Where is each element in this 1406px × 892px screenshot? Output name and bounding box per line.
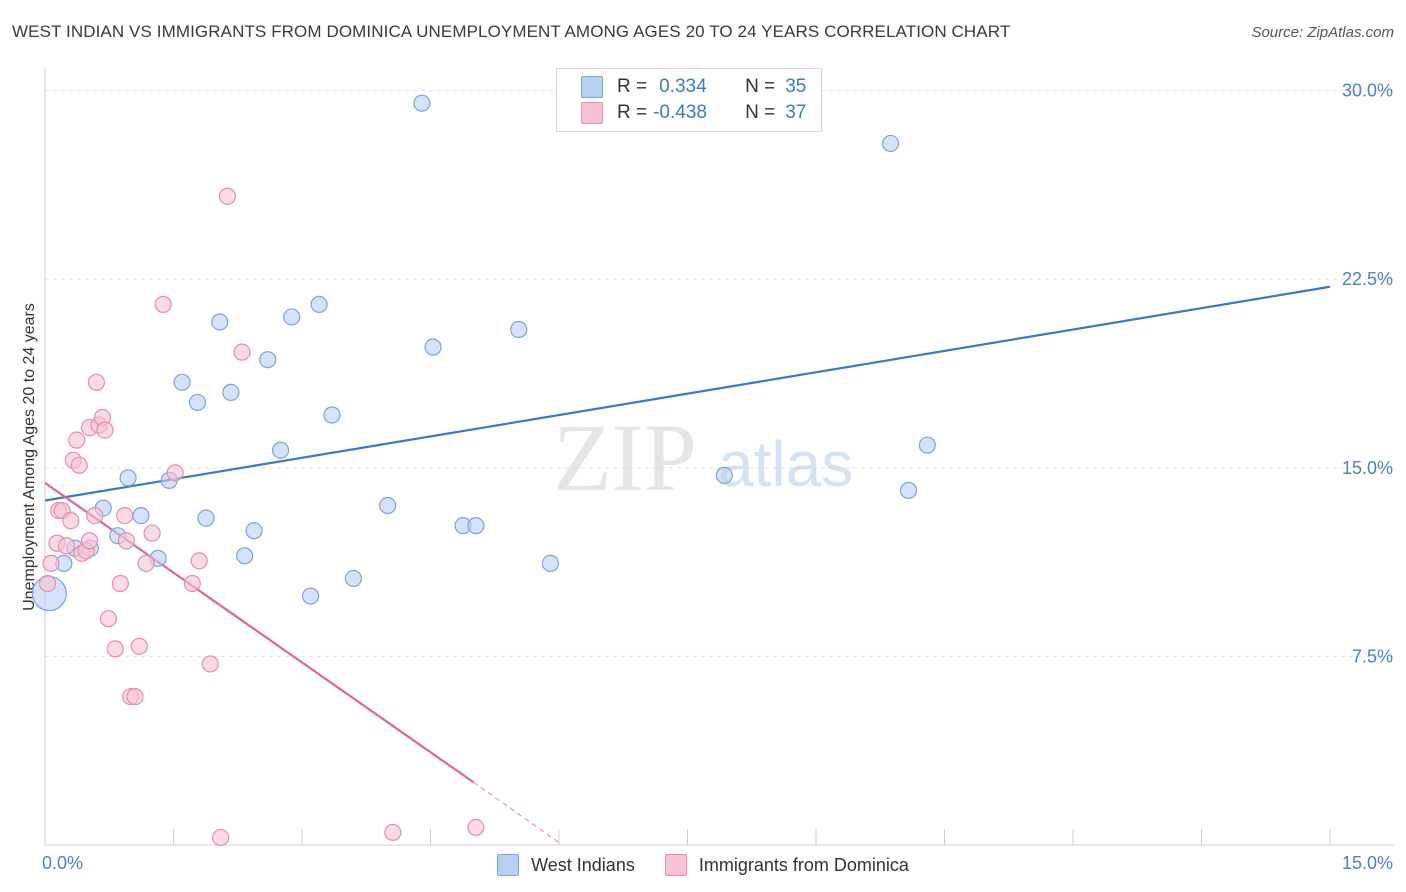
legend-label-west-indians: West Indians <box>531 854 635 875</box>
legend-r-value: -0.438 <box>653 102 707 123</box>
watermark-zip: ZIP <box>553 404 697 511</box>
pink-data-point <box>68 431 86 449</box>
legend-item-dominica: Immigrants from Dominica <box>664 854 909 876</box>
pink-data-point <box>467 818 485 836</box>
trend-lines <box>44 285 1331 843</box>
pink-data-point <box>233 343 251 361</box>
blue-data-point <box>271 441 290 459</box>
source-label: Source: ZipAtlas.com <box>1251 24 1394 41</box>
tick-labels: 7.5% 15.0% 22.5% 30.0% 0.0% 15.0% <box>42 81 1393 873</box>
legend-n-label: N = <box>745 102 776 123</box>
pink-data-point <box>154 295 172 313</box>
blue-data-point <box>283 308 301 326</box>
x-tick-label: 0.0% <box>42 853 83 873</box>
pink-data-point <box>99 610 117 628</box>
grid-lines <box>45 90 1395 657</box>
pink-data-point <box>62 512 80 530</box>
pink-data-point <box>111 574 129 593</box>
blue-data-point <box>236 547 254 565</box>
pink-data-point <box>80 532 99 550</box>
pink-data-point <box>190 552 208 570</box>
chart-title: WEST INDIAN VS IMMIGRANTS FROM DOMINICA … <box>12 22 1011 41</box>
blue-data-point <box>211 313 229 331</box>
pink-data-point <box>183 574 201 593</box>
blue-data-point <box>344 569 362 588</box>
pink-data-point <box>218 187 237 205</box>
pink-data-point <box>143 524 161 542</box>
legend-n-value: 37 <box>785 102 807 123</box>
legend-swatch-blue <box>581 76 603 98</box>
pink-data-point <box>130 637 148 655</box>
watermark-atlas: atlas <box>718 428 853 500</box>
pink-trend-extension <box>472 781 560 843</box>
pink-data-point <box>116 506 134 525</box>
stats-legend: R = 0.334 N = 35 R = -0.438 N = 37 <box>556 68 822 132</box>
legend-n-value: 35 <box>785 76 807 97</box>
legend-swatch-pink <box>664 854 687 876</box>
x-tick-label: 15.0% <box>1342 853 1393 873</box>
blue-data-point <box>173 373 191 391</box>
blue-data-point <box>197 509 215 527</box>
blue-data-point <box>323 406 341 424</box>
legend-item-west-indians: West Indians <box>497 854 635 876</box>
blue-data-point <box>222 383 240 401</box>
blue-data-point <box>188 393 207 412</box>
pink-data-point <box>126 688 144 706</box>
blue-data-point <box>715 466 733 484</box>
axes <box>44 68 1395 846</box>
data-points <box>31 94 936 847</box>
pink-data-point <box>96 421 114 439</box>
blue-data-point <box>245 522 263 540</box>
blue-data-point <box>379 496 397 515</box>
pink-data-point <box>87 373 106 391</box>
pink-data-point <box>137 554 155 572</box>
y-tick-label: 7.5% <box>1352 646 1393 666</box>
legend-swatch-blue <box>497 854 520 876</box>
blue-data-point <box>310 295 328 313</box>
pink-data-point <box>70 456 88 474</box>
legend-n-label: N = <box>745 76 776 97</box>
series-legend: West Indians Immigrants from Dominica <box>0 852 1406 878</box>
y-tick-label: 30.0% <box>1342 81 1393 101</box>
pink-data-point <box>106 640 124 658</box>
blue-trend-line <box>44 285 1331 502</box>
blue-data-point <box>301 587 320 605</box>
blue-data-point <box>119 469 137 487</box>
blue-data-point <box>467 517 485 535</box>
watermark: ZIP atlas <box>553 404 853 511</box>
blue-data-point <box>413 94 431 112</box>
blue-data-point <box>510 320 528 339</box>
pink-data-point <box>166 464 184 482</box>
legend-r-label: R = <box>617 76 648 97</box>
y-tick-label: 15.0% <box>1342 458 1393 478</box>
legend-swatch-pink <box>581 102 603 124</box>
blue-data-point <box>132 506 150 525</box>
pink-data-point <box>86 506 104 525</box>
blue-data-point <box>899 481 918 500</box>
legend-r-label: R = <box>617 102 648 123</box>
legend-r-value: 0.334 <box>659 76 707 97</box>
legend-label-dominica: Immigrants from Dominica <box>698 854 909 875</box>
pink-data-point <box>201 655 219 673</box>
blue-data-point <box>881 134 900 153</box>
pink-data-point <box>38 574 57 593</box>
pink-data-point <box>42 554 60 572</box>
blue-data-point <box>918 436 936 454</box>
legend-row-dominica: R = -0.438 N = 37 <box>581 100 806 126</box>
pink-data-point <box>57 537 76 555</box>
blue-data-point <box>424 338 442 356</box>
pink-data-point <box>212 828 230 847</box>
legend-row-west-indians: R = 0.334 N = 35 <box>581 74 806 100</box>
blue-data-point <box>259 351 277 369</box>
pink-data-point <box>117 532 135 550</box>
y-tick-label: 22.5% <box>1342 269 1393 289</box>
pink-data-point <box>384 823 402 842</box>
blue-data-point <box>541 554 560 572</box>
